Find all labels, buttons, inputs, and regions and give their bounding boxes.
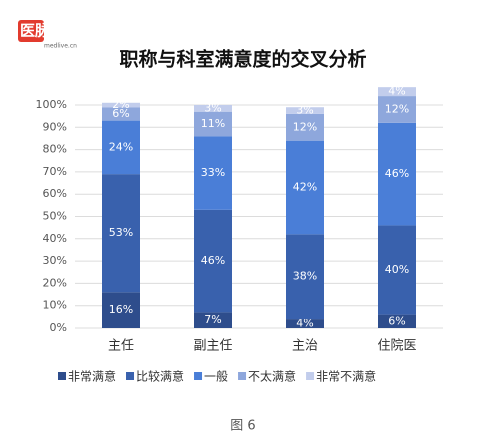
- bar-segment: [194, 111, 232, 137]
- bar-segment: [378, 225, 416, 315]
- y-tick-label: 50%: [43, 210, 67, 223]
- logo-name: 医脉通: [20, 22, 65, 40]
- data-label: 24%: [109, 140, 133, 153]
- caption: 图 6: [230, 419, 255, 434]
- data-label: 3%: [296, 104, 313, 117]
- data-label: 11%: [201, 117, 225, 130]
- legend-label: 非常不满意: [316, 369, 376, 384]
- data-label: 6%: [388, 314, 405, 327]
- legend-swatch: [194, 372, 203, 380]
- x-tick-label: 主治: [292, 339, 318, 354]
- data-label: 4%: [388, 85, 405, 98]
- y-tick-label: 90%: [43, 120, 67, 133]
- bar-segment: [286, 107, 324, 114]
- bar-segment: [286, 140, 324, 235]
- data-label: 16%: [109, 303, 133, 316]
- data-label: 42%: [293, 181, 317, 194]
- y-tick-label: 30%: [43, 254, 67, 267]
- y-tick-label: 100%: [36, 98, 67, 111]
- bar-segment: [102, 120, 140, 175]
- data-label: 33%: [201, 166, 225, 179]
- bar-segment: [286, 319, 324, 328]
- data-label: 12%: [385, 102, 409, 115]
- legend-label: 一般: [204, 369, 228, 384]
- bar-segment: [286, 113, 324, 141]
- data-label: 12%: [293, 120, 317, 133]
- bar-segment: [378, 314, 416, 328]
- bar-segment: [102, 292, 140, 328]
- logo-site: medlive.cn: [44, 43, 77, 50]
- y-tick-label: 40%: [43, 232, 67, 245]
- bar-segment: [378, 87, 416, 97]
- y-tick-label: 60%: [43, 187, 67, 200]
- bar-segment: [102, 102, 140, 108]
- data-label: 6%: [112, 107, 129, 120]
- legend-swatch: [58, 372, 66, 380]
- y-tick-label: 0%: [50, 321, 67, 334]
- data-label: 38%: [293, 270, 317, 283]
- bar-segment: [102, 174, 140, 293]
- data-label: 4%: [296, 317, 313, 330]
- legend-label: 非常满意: [68, 369, 116, 384]
- data-label: 53%: [109, 226, 133, 239]
- legend-swatch: [126, 372, 135, 380]
- bar-segment: [378, 122, 416, 226]
- bar-segment: [194, 136, 232, 210]
- y-tick-label: 80%: [43, 143, 67, 156]
- legend-swatch: [306, 372, 315, 380]
- data-label: 46%: [201, 254, 225, 267]
- data-label: 7%: [204, 313, 221, 326]
- logo-mark: [18, 20, 44, 42]
- bar-segment: [102, 107, 140, 121]
- data-label: 2%: [112, 98, 129, 111]
- bar-segment: [286, 234, 324, 320]
- y-tick-label: 10%: [43, 299, 67, 312]
- y-tick-label: 20%: [43, 276, 67, 289]
- bar-segment: [194, 312, 232, 328]
- bar-segment: [194, 209, 232, 313]
- x-tick-label: 住院医: [377, 339, 416, 354]
- legend-swatch: [238, 372, 247, 380]
- bar-segment: [378, 96, 416, 123]
- x-tick-label: 主任: [108, 339, 134, 354]
- data-label: 46%: [385, 167, 409, 180]
- chart-title: 职称与科室满意度的交叉分析: [119, 48, 366, 71]
- data-label: 40%: [385, 263, 409, 276]
- legend-label: 比较满意: [136, 369, 184, 384]
- bar-segment: [194, 105, 232, 112]
- y-tick-label: 70%: [43, 165, 67, 178]
- data-label: 3%: [204, 101, 221, 114]
- legend-label: 不太满意: [248, 369, 296, 384]
- x-tick-label: 副主任: [193, 339, 232, 354]
